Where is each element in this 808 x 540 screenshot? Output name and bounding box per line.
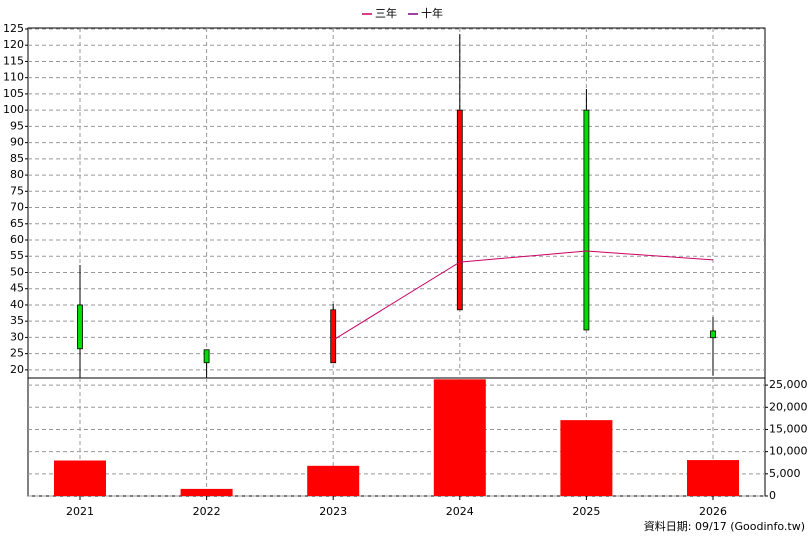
y2-tick-label: 15,000 <box>769 422 808 435</box>
y-tick-label: 105 <box>3 87 24 100</box>
y2-tick-label: 0 <box>769 489 776 502</box>
candle-body <box>583 109 590 331</box>
y-tick-label: 85 <box>10 152 24 165</box>
bar <box>687 460 739 496</box>
bar <box>54 460 106 496</box>
y-tick-label: 80 <box>10 168 24 181</box>
y-tick-label: 35 <box>10 314 24 327</box>
y-tick-label: 25 <box>10 347 24 360</box>
x-tick-label: 2024 <box>446 505 474 518</box>
y-tick-label: 30 <box>10 330 24 343</box>
y-tick-label: 55 <box>10 249 24 262</box>
y2-tick-label: 5,000 <box>769 467 801 480</box>
y-tick-label: 95 <box>10 119 24 132</box>
y-tick-label: 110 <box>3 71 24 84</box>
y2-tick-label: 20,000 <box>769 400 808 413</box>
x-tick-label: 2023 <box>319 505 347 518</box>
y2-tick-label: 25,000 <box>769 378 808 391</box>
y-tick-label: 20 <box>10 363 24 376</box>
legend-label: 十年 <box>421 6 443 20</box>
y-tick-label: 90 <box>10 136 24 149</box>
y2-tick-label: 10,000 <box>769 445 808 458</box>
y-tick-label: 50 <box>10 265 24 278</box>
y-tick-label: 45 <box>10 282 24 295</box>
candle-body <box>456 109 463 311</box>
candle-body <box>330 309 337 364</box>
y-tick-label: 60 <box>10 233 24 246</box>
y-tick-label: 115 <box>3 54 24 67</box>
x-tick-label: 2021 <box>66 505 94 518</box>
bar <box>180 488 233 496</box>
y-tick-label: 70 <box>10 201 24 214</box>
y-tick-label: 125 <box>3 22 24 35</box>
bar <box>433 379 486 496</box>
y-tick-label: 40 <box>10 298 24 311</box>
candle-body <box>710 330 716 339</box>
y-tick-label: 100 <box>3 103 24 116</box>
footer: 資料日期: 09/17 (Goodinfo.tw) <box>644 519 805 533</box>
plot-frame <box>27 27 766 497</box>
y-tick-label: 75 <box>10 184 24 197</box>
y-tick-label: 65 <box>10 217 24 230</box>
y-tick-label: 120 <box>3 38 24 51</box>
candle-body <box>77 304 83 350</box>
avg-line <box>332 250 714 341</box>
x-tick-label: 2022 <box>193 505 221 518</box>
bar <box>560 420 613 496</box>
x-tick-label: 2025 <box>572 505 600 518</box>
bar <box>307 465 360 496</box>
legend-label: 三年 <box>375 6 397 20</box>
candle-body <box>203 349 210 364</box>
x-tick-label: 2026 <box>699 505 727 518</box>
